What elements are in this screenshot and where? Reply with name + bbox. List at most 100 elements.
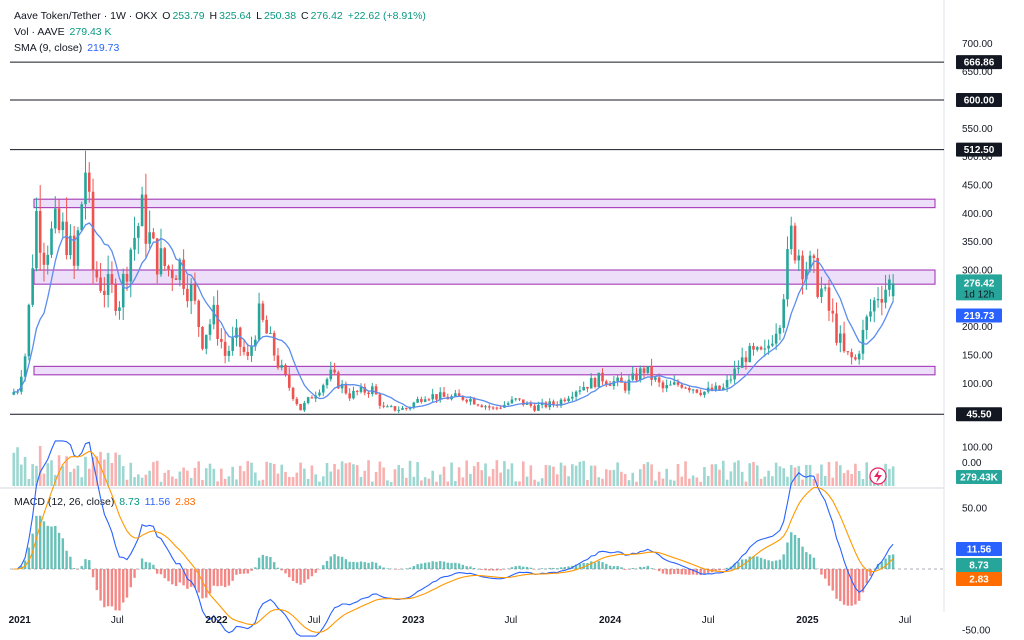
macd-histogram-bar	[582, 562, 585, 569]
horizontal-levels	[10, 61, 944, 415]
candle-body	[310, 397, 314, 399]
volume-bar	[254, 472, 257, 486]
signal-line	[13, 450, 894, 633]
candle-body	[431, 394, 434, 400]
volume-bar	[121, 466, 125, 486]
macd-histogram-bar	[356, 562, 359, 569]
macd-histogram-bar	[733, 563, 736, 569]
candle-body	[812, 255, 816, 258]
candle-body	[688, 387, 691, 391]
macd-histogram-bar	[374, 562, 378, 569]
level-tag-bg	[956, 407, 1002, 422]
macd-histogram-bar	[197, 569, 200, 593]
symbol-title[interactable]: Aave Token/Tether · 1W · OKX	[14, 10, 158, 22]
candle-body	[35, 210, 38, 269]
open-value: 253.79	[172, 10, 205, 22]
candle-body	[476, 404, 480, 406]
volume-bar	[261, 479, 265, 486]
candle-body	[159, 248, 163, 275]
candle-body	[676, 382, 680, 385]
macd-histogram-bar	[416, 564, 419, 569]
price-legend: Aave Token/Tether · 1W · OKX O 253.79 H 32…	[14, 9, 428, 23]
volume-bar	[231, 466, 234, 486]
volume-bar	[722, 460, 725, 486]
macd-histogram-bar	[722, 569, 725, 570]
candle-body	[767, 345, 770, 349]
volume-bar	[461, 477, 465, 486]
volume-bar	[220, 468, 223, 486]
volume-bar	[42, 473, 46, 486]
macd-value-tag-bg	[956, 558, 1002, 572]
volume-bar	[306, 478, 310, 486]
candle-body	[657, 377, 661, 383]
macd-histogram-bar	[405, 568, 408, 569]
candle-body	[363, 387, 367, 393]
volume-bar	[348, 462, 351, 486]
macd-histogram-bar	[563, 567, 566, 569]
macd-histogram-bar	[680, 569, 683, 575]
volume-bar	[208, 463, 212, 486]
volume-bar	[514, 481, 518, 486]
volume-bar	[476, 462, 480, 486]
macd-histogram-bar	[189, 569, 193, 587]
macd-histogram-bar	[223, 569, 227, 588]
volume-bar	[103, 459, 106, 486]
candle-body	[38, 210, 42, 253]
volume-bar	[729, 471, 733, 486]
volume-bar	[620, 471, 623, 486]
macd-histogram-bar	[808, 554, 812, 569]
volume-bar	[506, 469, 510, 486]
macd-histogram-bar	[439, 560, 442, 569]
candle-body	[250, 346, 253, 356]
macd-histogram-bar	[423, 562, 427, 569]
candle-body	[589, 377, 593, 389]
macd-histogram-bar	[155, 569, 159, 574]
macd-histogram-bar	[401, 568, 404, 570]
candle-body	[605, 381, 608, 385]
candle-body	[340, 383, 344, 389]
candle-body	[438, 392, 442, 400]
candle-body	[582, 386, 585, 391]
macd-histogram-bar	[205, 569, 208, 598]
volume-legend[interactable]: Vol · AAVE 279.43 K	[14, 25, 114, 39]
candle-body	[461, 395, 465, 400]
candle-body	[50, 228, 53, 255]
candle-body	[416, 399, 419, 403]
candle-body	[888, 279, 891, 290]
sma-legend[interactable]: SMA (9, close) 219.73	[14, 41, 121, 55]
level-tag: 45.50	[966, 410, 991, 421]
volume-bar	[167, 470, 170, 486]
candle-body	[129, 249, 133, 282]
macd-legend[interactable]: MACD (12, 26, close) 8.73 11.56 2.83	[14, 495, 198, 509]
candle-body	[257, 303, 261, 340]
price-tick-label: 500.00	[962, 152, 993, 163]
candle-body	[861, 329, 865, 354]
macd-histogram-bar	[114, 569, 117, 611]
volume-bar	[661, 478, 665, 486]
volume-bar	[303, 468, 306, 486]
volume-bar	[820, 464, 823, 486]
macd-histogram-bar	[503, 569, 506, 570]
macd-histogram-bar	[537, 568, 540, 570]
macd-histogram-bar	[235, 569, 238, 575]
macd-histogram-bar	[250, 569, 253, 571]
volume-bar	[212, 468, 216, 486]
volume-bar	[684, 461, 687, 486]
candle-body	[46, 254, 50, 265]
candle-body	[488, 406, 491, 408]
candle-body	[854, 357, 857, 360]
volume-bar	[12, 452, 16, 486]
candle-body	[291, 387, 295, 399]
macd-histogram-bar	[718, 569, 721, 571]
candle-body	[91, 191, 95, 271]
macd-histogram-bar	[137, 569, 140, 570]
macd-histogram-bar	[457, 563, 461, 569]
candle-body	[857, 353, 861, 360]
macd-tick-label: -50.00	[962, 626, 991, 637]
macd-histogram-bar	[454, 562, 457, 569]
volume-bar	[170, 476, 174, 486]
volume-bar	[269, 462, 272, 486]
macd-pane	[10, 440, 944, 637]
volume-bar	[499, 472, 502, 486]
